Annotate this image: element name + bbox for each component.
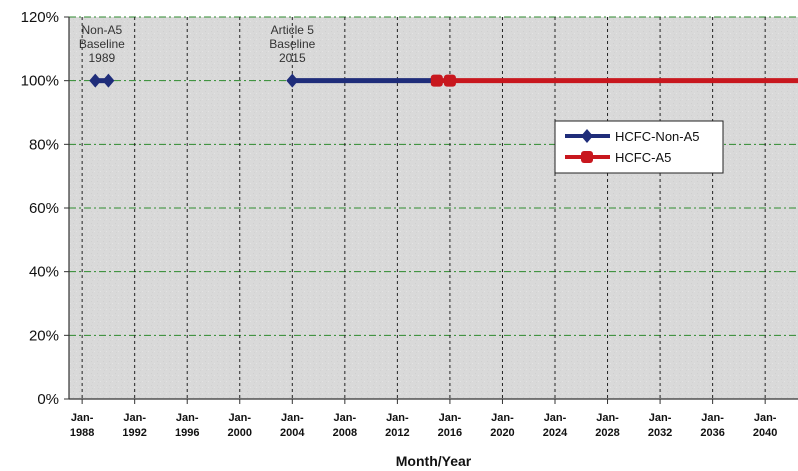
data-point-marker [286, 73, 299, 88]
x-tick-label: Jan-2036 [700, 412, 724, 439]
legend: HCFC-Non-A5 HCFC-A5 [554, 120, 724, 174]
x-tick-label: Jan-2016 [438, 412, 462, 439]
legend-swatch-marker [581, 151, 593, 163]
y-axis-ticks: 0% 20% 40% 60% 80% 100% 120% [21, 9, 69, 408]
x-tick-label: Jan-2024 [543, 412, 568, 439]
y-tick-label: 80% [29, 136, 59, 153]
annotations: Non-A5 Baseline 1989 Article 5 Baseline 2015 [79, 23, 316, 65]
legend-label: HCFC-A5 [615, 150, 671, 165]
x-tick-label: Jan-2028 [595, 412, 619, 439]
series-layer [89, 73, 798, 88]
x-tick-label: Jan-2004 [280, 412, 305, 439]
x-axis-title: Month/Year [396, 453, 472, 469]
series-hcfc-a5 [430, 74, 798, 87]
series-hcfc-non-a5 [89, 73, 436, 88]
legend-box [554, 120, 724, 174]
x-tick-label: Jan-2032 [648, 412, 672, 439]
baseline-annotation: Non-A5 Baseline 1989 [79, 23, 125, 65]
y-tick-label: 120% [21, 9, 59, 26]
x-tick-label: Jan-1992 [122, 412, 146, 439]
data-point-marker [102, 73, 115, 88]
y-tick-label: 60% [29, 200, 59, 217]
y-tick-label: 20% [29, 327, 59, 344]
data-point-marker [430, 74, 443, 87]
y-tick-label: 40% [29, 264, 59, 281]
vertical-gridlines [81, 17, 766, 399]
legend-label: HCFC-Non-A5 [615, 129, 700, 144]
y-tick-label: 100% [21, 73, 59, 90]
data-point-marker [443, 74, 456, 87]
x-axis-ticks: Jan-1988 Jan-1992 Jan-1996 Jan-2000 Jan-2004… [70, 399, 777, 439]
x-tick-label: Jan-1988 [70, 412, 94, 439]
x-tick-label: Jan-2020 [490, 412, 514, 439]
x-tick-label: Jan-1996 [175, 412, 199, 439]
x-tick-label: Jan-2040 [753, 412, 777, 439]
x-tick-label: Jan-2000 [228, 412, 252, 439]
baseline-annotation: Article 5 Baseline 2015 [269, 23, 315, 65]
x-tick-label: Jan-2012 [385, 412, 409, 439]
data-point-marker [89, 73, 102, 88]
x-tick-label: Jan-2008 [333, 412, 357, 439]
legend-swatch-marker [581, 129, 593, 143]
y-tick-label: 0% [37, 391, 59, 408]
